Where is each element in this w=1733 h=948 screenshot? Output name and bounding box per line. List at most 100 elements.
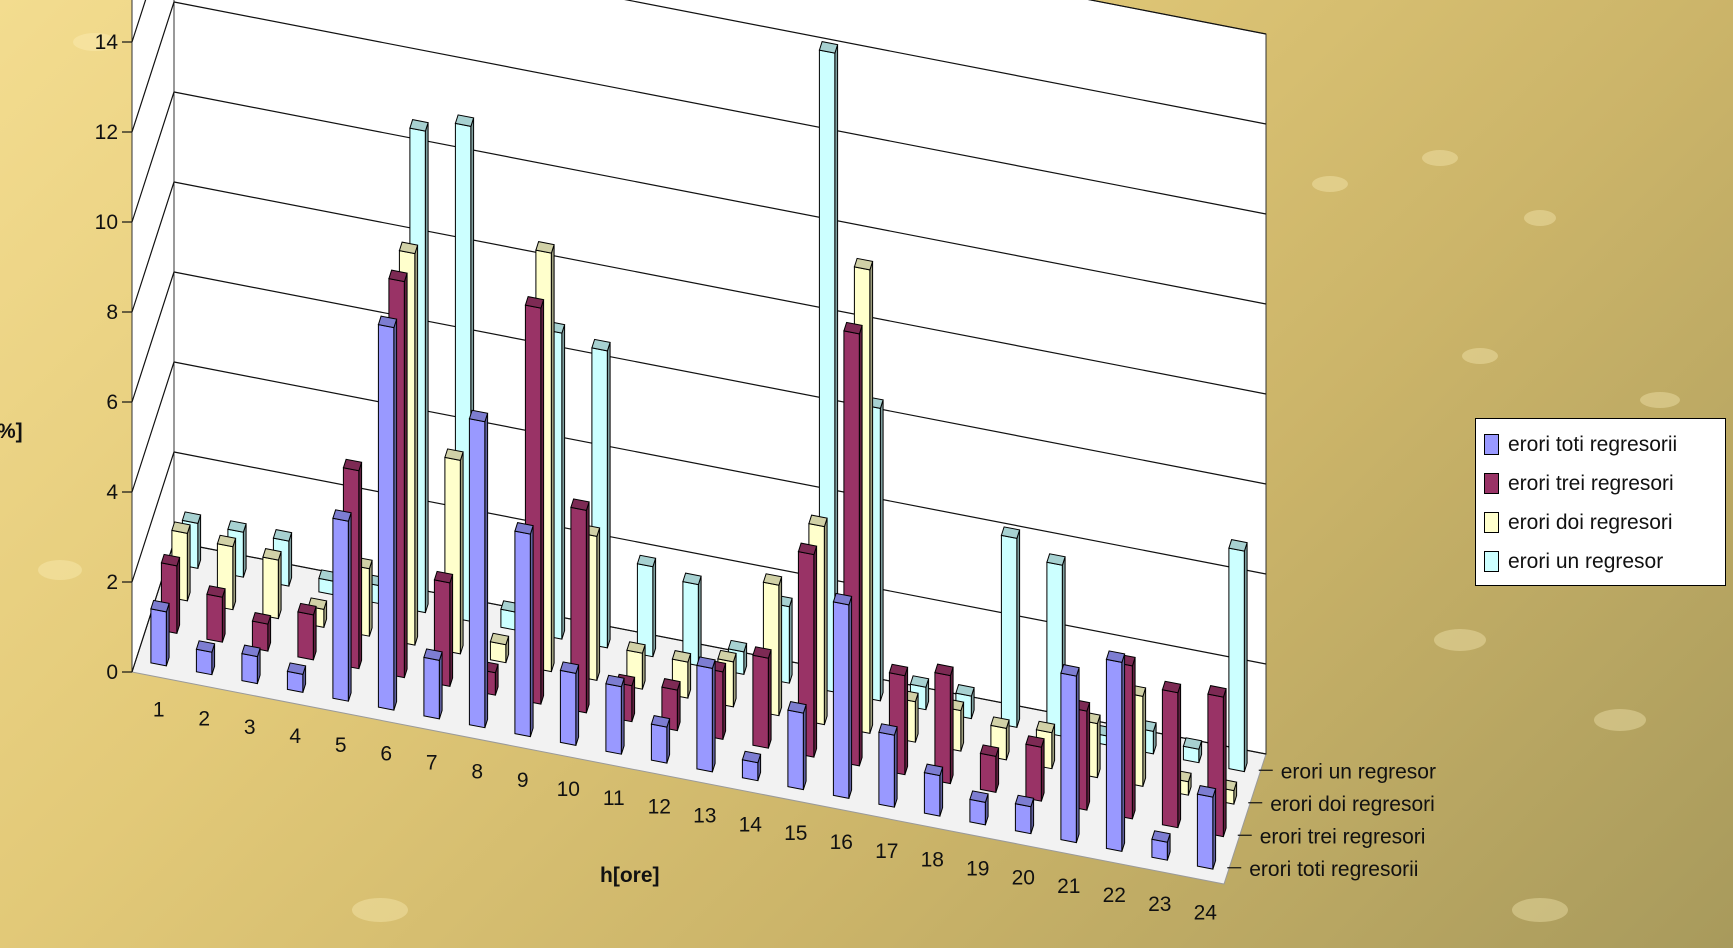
depth-tick-labels: erori un regresor erori doi regresori eror… bbox=[1227, 760, 1436, 881]
bar-1-24 bbox=[1196, 785, 1217, 870]
x-tick-label: 5 bbox=[335, 734, 347, 757]
gridline bbox=[131, 91, 1267, 305]
bars-layer bbox=[150, 41, 1248, 870]
x-tick-label: 9 bbox=[517, 769, 529, 792]
bar-1-17 bbox=[878, 723, 898, 808]
y-tick-label: 2 bbox=[106, 571, 118, 594]
bar-2-14 bbox=[752, 646, 772, 749]
depth-tick-label: erori doi regresori bbox=[1270, 793, 1435, 816]
y-tick-label: 8 bbox=[106, 301, 118, 324]
y-tick-label: 0 bbox=[106, 661, 118, 684]
legend-swatch bbox=[1484, 473, 1499, 494]
bar-1-9 bbox=[514, 522, 534, 738]
bar-1-22 bbox=[1105, 650, 1126, 853]
legend-item: erori un regresor bbox=[1484, 542, 1717, 581]
gridline bbox=[131, 1, 1267, 215]
x-tick-label: 14 bbox=[739, 813, 763, 836]
x-tick-label: 18 bbox=[921, 849, 944, 872]
gridline bbox=[131, 0, 1267, 125]
bar-1-4 bbox=[286, 662, 307, 694]
legend-item: erori trei regresori bbox=[1484, 464, 1717, 503]
bar-1-12 bbox=[650, 715, 671, 764]
bar-3-8 bbox=[489, 632, 510, 664]
gridline bbox=[131, 451, 1267, 665]
y-tick-label: 14 bbox=[95, 31, 119, 54]
bar-1-18 bbox=[923, 763, 944, 817]
legend-swatch bbox=[1484, 434, 1499, 455]
legend-item: erori doi regresori bbox=[1484, 503, 1717, 542]
y-axis-title: [%] bbox=[0, 420, 23, 443]
bar-1-10 bbox=[559, 661, 580, 747]
gridline bbox=[131, 361, 1267, 575]
legend-label: erori doi regresori bbox=[1508, 510, 1673, 534]
bar-4-24 bbox=[1228, 539, 1248, 773]
bar-1-2 bbox=[195, 640, 216, 676]
y-tick-label: 10 bbox=[95, 211, 118, 234]
x-tick-label: 21 bbox=[1057, 875, 1080, 898]
legend-swatch bbox=[1484, 512, 1499, 533]
x-axis-title: h[ore] bbox=[600, 864, 660, 887]
bar-4-23 bbox=[1182, 737, 1203, 764]
bar-4-19 bbox=[1000, 526, 1021, 729]
legend-item: erori toti regresorii bbox=[1484, 425, 1717, 464]
bar-1-14 bbox=[741, 750, 762, 782]
bar-2-3 bbox=[251, 612, 272, 652]
bar-1-19 bbox=[969, 790, 989, 826]
bar-1-3 bbox=[241, 644, 261, 685]
legend-swatch bbox=[1484, 551, 1499, 572]
x-tick-label: 22 bbox=[1103, 884, 1126, 907]
x-tick-label: 13 bbox=[693, 804, 716, 827]
legend: erori toti regresorii erori trei regresor… bbox=[1475, 418, 1726, 586]
bar-2-10 bbox=[570, 498, 590, 714]
legend-label: erori un regresor bbox=[1508, 549, 1664, 573]
x-tick-label: 15 bbox=[784, 822, 807, 845]
bar-1-13 bbox=[696, 656, 716, 773]
x-tick-label: 3 bbox=[244, 716, 256, 739]
bar-2-4 bbox=[297, 602, 317, 661]
bar-3-14 bbox=[762, 573, 783, 717]
x-tick-label: 10 bbox=[557, 778, 580, 801]
gridline bbox=[131, 181, 1267, 395]
bar-1-6 bbox=[377, 315, 398, 711]
depth-tick-label: erori trei regresori bbox=[1260, 825, 1426, 848]
y-tick-label: 12 bbox=[95, 121, 118, 144]
bar-3-11 bbox=[626, 641, 646, 690]
bar-4-12 bbox=[682, 572, 702, 667]
x-tick-label: 12 bbox=[648, 796, 671, 819]
bar-2-18 bbox=[934, 663, 954, 785]
bar-1-15 bbox=[787, 701, 807, 791]
bar-1-20 bbox=[1014, 794, 1035, 835]
x-tick-label: 4 bbox=[289, 725, 301, 748]
x-tick-label: 6 bbox=[380, 743, 392, 766]
bar-4-20 bbox=[1046, 553, 1066, 737]
bar-2-23 bbox=[1161, 680, 1182, 829]
bar-1-8 bbox=[468, 409, 489, 729]
x-tick-labels: 1 2 3 4 5 6 7 8 9 10 11 12 13 14 15 16 17 18 19 20 21 22 23 24 bbox=[153, 698, 1217, 924]
x-tick-label: 2 bbox=[198, 707, 210, 730]
bar-1-23 bbox=[1151, 830, 1171, 861]
y-tick-label: 4 bbox=[106, 481, 118, 504]
x-tick-label: 1 bbox=[153, 698, 165, 721]
x-tick-label: 7 bbox=[426, 751, 438, 774]
depth-tick-label: erori un regresor bbox=[1281, 760, 1436, 783]
bar-4-11 bbox=[636, 554, 657, 658]
y-tick-label: 6 bbox=[106, 391, 118, 414]
x-tick-label: 20 bbox=[1012, 866, 1035, 889]
bar-2-2 bbox=[206, 585, 226, 643]
x-tick-label: 16 bbox=[830, 831, 853, 854]
bar-1-16 bbox=[832, 592, 853, 800]
bar-1-11 bbox=[605, 674, 625, 755]
bar-1-21 bbox=[1060, 664, 1080, 844]
bar-1-7 bbox=[423, 648, 443, 720]
gridline bbox=[131, 271, 1267, 485]
gridlines bbox=[122, 0, 1267, 755]
bar-1-5 bbox=[332, 509, 352, 702]
x-tick-label: 11 bbox=[603, 787, 625, 810]
bar-2-19 bbox=[979, 744, 1000, 794]
legend-label: erori toti regresorii bbox=[1508, 432, 1678, 456]
bar-3-3 bbox=[262, 548, 282, 620]
x-tick-label: 24 bbox=[1194, 902, 1218, 925]
bar-2-20 bbox=[1025, 735, 1045, 802]
legend-label: erori trei regresori bbox=[1508, 471, 1674, 495]
